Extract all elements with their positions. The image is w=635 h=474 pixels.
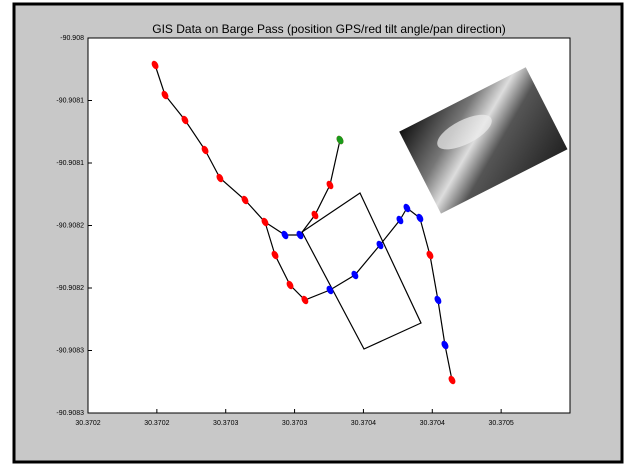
marker [403,203,411,213]
marker [286,280,294,290]
gps-path [154,64,453,381]
y-tick-label: -90.9082 [56,285,84,292]
x-tick-label: 30.3704 [351,420,376,427]
y-tick-label: -90.9081 [56,160,84,167]
marker [296,230,304,240]
footprint-box [301,192,422,350]
marker [181,115,189,125]
marker [448,375,456,385]
y-tick-label: -90.9083 [56,410,84,417]
y-tick-label: -90.9083 [56,347,84,354]
marker [261,217,269,227]
inset-image-fill [399,67,568,214]
plot: 30.3702 30.3702 30.3703 30.3703 30.3704 30.37… [56,35,514,427]
marker [241,195,249,205]
y-tick-label: -90.908 [60,35,84,42]
marker [216,173,224,183]
marker [434,295,442,305]
y-tick-label: -90.9081 [56,97,84,104]
marker [311,210,319,220]
marker [281,230,289,240]
marker [201,145,209,155]
marker [161,90,169,100]
x-tick-label: 30.3703 [213,420,238,427]
marker [301,295,309,305]
x-tick-label: 30.3702 [144,420,169,427]
marker [326,180,334,190]
marker [351,270,359,280]
marker [441,340,449,350]
inset-highlight [437,114,492,150]
y-tick-label: -90.9082 [56,222,84,229]
marker [376,240,384,250]
marker [336,135,344,145]
chart-title: GIS Data on Barge Pass (position GPS/red… [152,22,506,36]
marker [396,215,404,225]
inset-image [399,67,568,214]
marker [271,250,279,260]
marker [151,60,159,70]
x-tick-label: 30.3704 [420,420,445,427]
x-tick-label: 30.3703 [282,420,307,427]
x-tick-label: 30.3705 [488,420,513,427]
marker [416,213,424,223]
marker [326,285,334,295]
x-tick-label: 30.3702 [75,420,100,427]
marker [426,250,434,260]
